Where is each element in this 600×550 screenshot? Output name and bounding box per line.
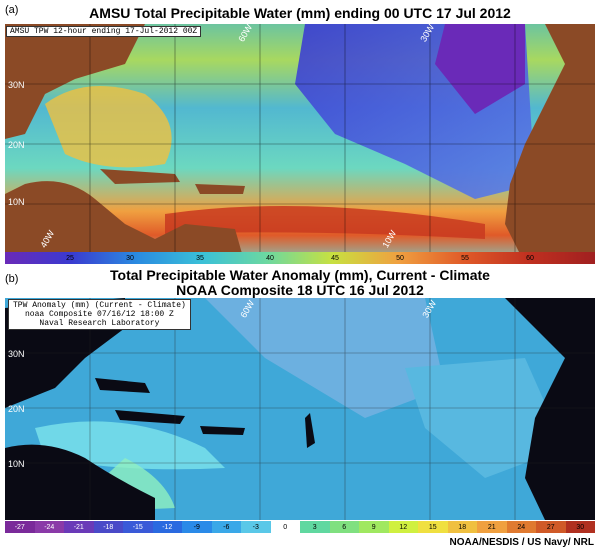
panel-b-inset-line2: noaa Composite 07/16/12 18:00 Z <box>25 310 174 319</box>
colorbar-cell: 0 <box>270 521 300 533</box>
colorbar-cell: 9 <box>359 521 389 533</box>
colorbar-cell: -27 <box>5 521 35 533</box>
colorbar-tick: 35 <box>196 254 204 262</box>
colorbar-cell: 27 <box>536 521 566 533</box>
credit: NOAA/NESDIS / US Navy/ NRL <box>449 537 594 548</box>
colorbar-cell: -21 <box>64 521 94 533</box>
panel-a-inset: AMSU TPW 12-hour ending 17-Jul-2012 00Z <box>6 26 202 37</box>
lat-label: 10N <box>8 197 25 207</box>
panel-b-inset-line1: TPW Anomaly (mm) (Current - Climate) <box>13 301 186 310</box>
colorbar-tick: 60 <box>526 254 534 262</box>
colorbar-a: 25 30 35 40 45 50 55 60 <box>5 252 595 264</box>
panel-b-letter: (b) <box>5 273 19 285</box>
colorbar-tick: 45 <box>331 254 339 262</box>
colorbar-cell: 3 <box>300 521 330 533</box>
lat-label: 20N <box>8 404 25 414</box>
panel-b-inset: TPW Anomaly (mm) (Current - Climate) noa… <box>8 299 191 330</box>
lat-label: 20N <box>8 140 25 150</box>
colorbar-cell: 15 <box>418 521 448 533</box>
colorbar-tick: 30 <box>126 254 134 262</box>
colorbar-cell: 18 <box>447 521 477 533</box>
colorbar-cell: 6 <box>329 521 359 533</box>
tpw-map <box>5 24 595 264</box>
panel-a-letter: (a) <box>5 4 19 16</box>
colorbar-cell: -15 <box>123 521 153 533</box>
panel-b-subtitle: NOAA Composite 18 UTC 16 Jul 2012 <box>176 282 424 298</box>
colorbar-cell: 12 <box>388 521 418 533</box>
colorbar-tick: 50 <box>396 254 404 262</box>
colorbar-cell: 30 <box>565 521 595 533</box>
tpw-anomaly-map <box>5 298 595 520</box>
colorbar-tick: 55 <box>461 254 469 262</box>
colorbar-cell: -18 <box>93 521 123 533</box>
very-dry-region <box>435 24 525 114</box>
lat-label: 30N <box>8 349 25 359</box>
lat-label: 10N <box>8 459 25 469</box>
colorbar-cell: 21 <box>477 521 507 533</box>
lat-label: 30N <box>8 80 25 90</box>
panel-a-title: AMSU Total Precipitable Water (mm) endin… <box>89 5 511 21</box>
colorbar-cell: -3 <box>241 521 271 533</box>
panel-b-inset-line3: Naval Research Laboratory <box>39 319 160 328</box>
colorbar-cell: -6 <box>211 521 241 533</box>
panel-b-title: Total Precipitable Water Anomaly (mm), C… <box>110 267 490 283</box>
colorbar-tick: 25 <box>66 254 74 262</box>
colorbar-cell: 24 <box>506 521 536 533</box>
colorbar-cell: -9 <box>182 521 212 533</box>
colorbar-cell: -12 <box>152 521 182 533</box>
colorbar-b: -27 -24 -21 -18 -15 -12 -9 -6 -3 0 3 6 9 12 15 18 21 24 27… <box>5 521 595 533</box>
colorbar-tick: 40 <box>266 254 274 262</box>
colorbar-cell: -24 <box>34 521 64 533</box>
